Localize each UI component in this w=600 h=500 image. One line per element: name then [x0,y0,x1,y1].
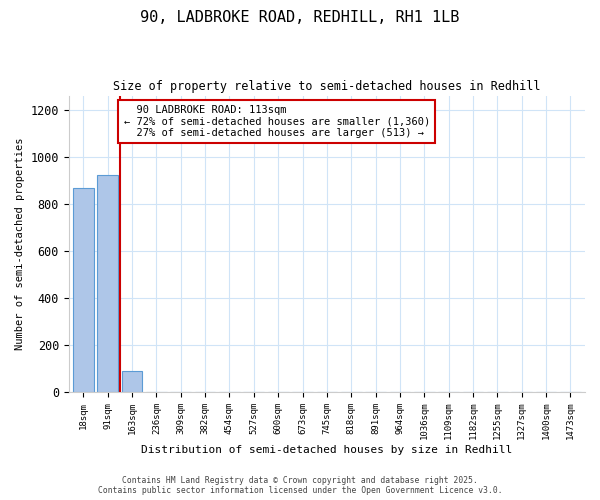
Y-axis label: Number of semi-detached properties: Number of semi-detached properties [15,138,25,350]
Text: 90 LADBROKE ROAD: 113sqm
← 72% of semi-detached houses are smaller (1,360)
  27%: 90 LADBROKE ROAD: 113sqm ← 72% of semi-d… [124,105,430,138]
Text: Contains HM Land Registry data © Crown copyright and database right 2025.
Contai: Contains HM Land Registry data © Crown c… [98,476,502,495]
Text: 90, LADBROKE ROAD, REDHILL, RH1 1LB: 90, LADBROKE ROAD, REDHILL, RH1 1LB [140,10,460,25]
Bar [73,188,94,392]
Title: Size of property relative to semi-detached houses in Redhill: Size of property relative to semi-detach… [113,80,541,93]
Bar [97,176,118,392]
X-axis label: Distribution of semi-detached houses by size in Redhill: Distribution of semi-detached houses by … [141,445,512,455]
Bar [122,372,142,392]
